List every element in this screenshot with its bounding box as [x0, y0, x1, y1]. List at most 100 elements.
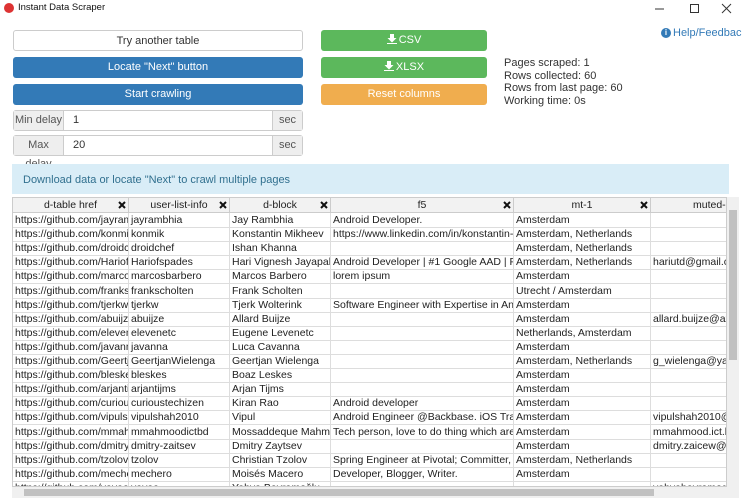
table-cell: [331, 311, 514, 327]
info-banner-text: Download data or locate "Next" to crawl …: [23, 174, 291, 186]
delay-input[interactable]: 1: [73, 114, 80, 126]
table-cell: hariutd@gmail.com: [651, 255, 726, 271]
table-cell: [651, 326, 726, 341]
csv-button[interactable]: CSV: [321, 30, 487, 51]
table-cell: Android Developer | #1 Google AAD | Publ…: [331, 255, 514, 271]
table-cell: https://github.com/tzolov: [13, 452, 129, 468]
table-cell: https://github.com/mmahmoodictbd: [13, 424, 129, 440]
window-title: Instant Data Scraper: [18, 2, 106, 13]
table-cell: yahyabayramoglu@: [651, 481, 726, 486]
table-cell: Kiran Rao: [230, 396, 331, 412]
table-cell: [331, 382, 514, 398]
table-cell: Marcos Barbero: [230, 269, 331, 285]
table-cell: bleskes: [129, 368, 230, 384]
table-cell: Utrecht / Amsterdam: [514, 283, 651, 299]
delay-group: [13, 135, 303, 156]
start-crawling-button[interactable]: Start crawling: [13, 84, 303, 105]
table-cell: [331, 354, 514, 369]
table-cell: Hari Vignesh Jayapalan: [230, 255, 331, 271]
table-cell: Amsterdam: [514, 424, 651, 440]
table-cell: mmahmoodictbd: [129, 424, 230, 440]
table-cell: frankscholten: [129, 283, 230, 299]
table-cell: [331, 241, 514, 257]
stat-line: Working time: 0s: [504, 95, 586, 108]
table-cell: [331, 368, 514, 384]
column-header: f5: [331, 198, 514, 213]
table-cell: https://www.linkedin.com/in/konstantin-m…: [331, 227, 514, 243]
table-cell: Amsterdam, Netherlands: [514, 452, 651, 468]
horizontal-scroll-thumb[interactable]: [24, 489, 654, 496]
table-cell: Tjerk Wolterink: [230, 297, 331, 313]
table-cell: Amsterdam: [514, 297, 651, 313]
table-cell: Vipul: [230, 410, 331, 426]
table-cell: [651, 227, 726, 243]
table-cell: Dmitry Zaytsev: [230, 438, 331, 454]
table-cell: https://github.com/abuijze: [13, 311, 129, 327]
table-cell: Amsterdam: [514, 396, 651, 412]
table-cell: [651, 213, 726, 228]
table-cell: Jay Rambhia: [230, 213, 331, 228]
delay-label: Min delay: [14, 111, 64, 130]
table-cell: https://github.com/GeertjanWielenga: [13, 354, 129, 369]
table-cell: Konstantin Mikheev: [230, 227, 331, 243]
table-cell: [514, 480, 651, 486]
table-cell: [651, 453, 726, 468]
table-cell: g_wielenga@yahoo: [651, 354, 726, 369]
table-cell: Amsterdam: [514, 213, 651, 228]
xlsx-label: XLSX: [395, 61, 425, 73]
app-icon: [4, 3, 14, 13]
table-cell: [331, 480, 514, 486]
table-cell: Yahya Bayramoğlu: [230, 480, 331, 486]
xlsx-button[interactable]: XLSX: [321, 57, 487, 78]
table-cell: Arjan Tijms: [230, 382, 331, 398]
table-cell: dmitry.zaicew@gma: [651, 439, 726, 454]
table-cell: https://github.com/vavaa: [13, 480, 129, 486]
table-cell: [331, 283, 514, 299]
stat-line: Rows collected: 60: [504, 69, 597, 82]
try-another-button[interactable]: Try another table: [13, 30, 303, 51]
table-cell: jayrambhia: [129, 213, 230, 228]
window-controls[interactable]: [650, 2, 740, 16]
delay-input[interactable]: 20: [73, 139, 86, 151]
column-header: muted-l: [651, 198, 726, 213]
table-cell: Amsterdam, Netherlands: [514, 255, 651, 271]
delay-group: [13, 110, 303, 131]
remove-column-button[interactable]: [503, 201, 511, 209]
column-header: mt-1: [514, 198, 651, 213]
table-cell: marcosbarbero: [129, 269, 230, 285]
table-cell: [331, 438, 514, 454]
table-cell: elevenetc: [129, 325, 230, 341]
locate-next-button[interactable]: Locate "Next" button: [13, 57, 303, 78]
csv-label: CSV: [398, 34, 422, 46]
help-link[interactable]: Help/Feedback: [673, 27, 742, 39]
table-cell: vipulshah2010: [129, 410, 230, 426]
remove-column-button[interactable]: [640, 201, 648, 209]
table-cell: [651, 298, 726, 313]
column-header: user-list-info: [129, 198, 230, 213]
table-cell: GeertjanWielenga: [129, 354, 230, 369]
table-cell: allard.buijze@axoni: [651, 312, 726, 327]
reset-columns-button[interactable]: Reset columns: [321, 84, 487, 105]
table-cell: Software Engineer with Expertise in Andr…: [331, 297, 514, 313]
table-cell: https://github.com/Hariofspades: [13, 255, 129, 271]
vertical-scroll-thumb[interactable]: [729, 210, 737, 360]
table-cell: tzolov: [129, 452, 230, 468]
column-header: d-table href: [13, 198, 129, 213]
table-cell: Amsterdam: [514, 269, 651, 285]
table-cell: https://github.com/droidchef: [13, 241, 129, 257]
table-cell: Developer, Blogger, Writer.: [331, 466, 514, 482]
table-cell: [651, 340, 726, 355]
remove-column-button[interactable]: [219, 201, 227, 209]
remove-column-button[interactable]: [118, 201, 126, 209]
table-cell: https://github.com/elevenetc: [13, 325, 129, 341]
table-cell: Amsterdam, Netherlands: [514, 354, 651, 369]
table-cell: [651, 368, 726, 384]
table-cell: https://github.com/vipulshah2010: [13, 410, 129, 426]
table-cell: https://github.com/jayrambhia: [13, 213, 129, 228]
table-cell: Android developer: [331, 396, 514, 412]
table-cell: Frank Scholten: [230, 283, 331, 299]
remove-column-button[interactable]: [320, 201, 328, 209]
table-cell: Tech person, love to do thing which are …: [331, 424, 514, 440]
table-cell: Luca Cavanna: [230, 339, 331, 355]
